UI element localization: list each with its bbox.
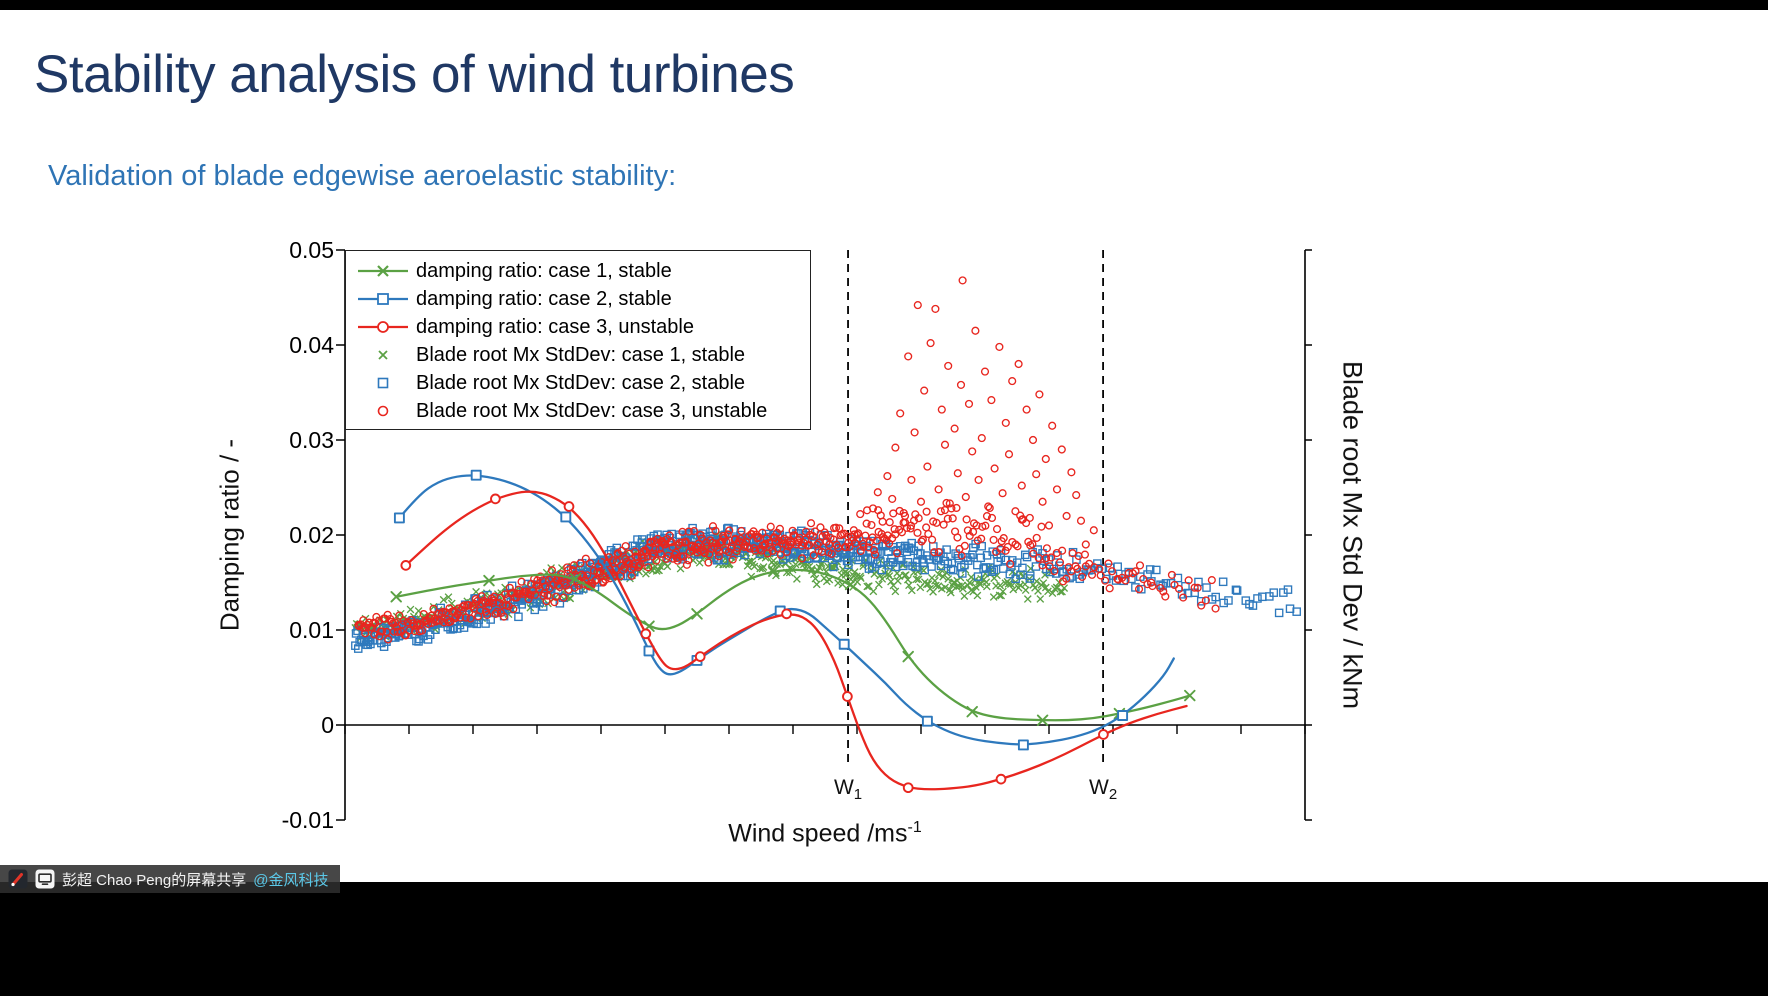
legend-square-glyph (377, 377, 389, 389)
pen-icon[interactable] (8, 869, 28, 889)
vline-label-w2: W2 (1088, 776, 1118, 804)
slide-subtitle: Validation of blade edgewise aeroelastic… (48, 160, 677, 192)
share-org-link[interactable]: @金风科技 (253, 871, 329, 889)
legend-item: Blade root Mx StdDev: case 1, stable (346, 341, 810, 369)
legend-label: Blade root Mx StdDev: case 2, stable (416, 371, 746, 394)
y-tick-label: 0.04 (289, 332, 334, 358)
legend-item: Blade root Mx StdDev: case 3, unstable (346, 397, 810, 425)
legend-line-circle-glyph (358, 321, 408, 333)
x-axis-label-text: Wind speed /ms (728, 819, 908, 848)
x-axis-label-sup: -1 (907, 819, 922, 836)
y-axis-label-right: Blade root Mx Std Dev / kNm (1337, 360, 1368, 710)
legend-item: damping ratio: case 2, stable (346, 285, 810, 313)
share-presenter-label: 彭超 Chao Peng的屏幕共享 (62, 871, 247, 889)
legend-label: damping ratio: case 2, stable (416, 287, 672, 310)
screen-share-overlay: 彭超 Chao Peng的屏幕共享 @金风科技 (0, 865, 341, 893)
legend-label: Blade root Mx StdDev: case 1, stable (416, 343, 746, 366)
x-axis-label: Wind speed /ms-1 (728, 819, 921, 848)
y-tick-label: 0.01 (289, 617, 334, 643)
legend-label: damping ratio: case 1, stable (416, 259, 672, 282)
legend-line-square-glyph (358, 293, 408, 305)
y-tick-label: -0.01 (281, 807, 334, 833)
legend-item: damping ratio: case 3, unstable (346, 313, 810, 341)
legend-line-x-glyph (358, 265, 408, 277)
chart: 0.05 0.04 0.03 0.02 0.01 0 -0.01 Damping… (200, 225, 1380, 885)
y-tick-label: 0 (321, 712, 334, 738)
legend-item: damping ratio: case 1, stable (346, 257, 810, 285)
y-axis-label-left: Damping ratio / - (214, 438, 245, 632)
legend-item: Blade root Mx StdDev: case 2, stable (346, 369, 810, 397)
presentation-slide: Stability analysis of wind turbines Vali… (0, 10, 1768, 893)
vline-label-w1: W1 (833, 776, 863, 804)
page-title: Stability analysis of wind turbines (34, 45, 795, 104)
legend-circle-glyph (377, 405, 389, 417)
y-tick-label: 0.02 (289, 522, 334, 548)
chart-legend: damping ratio: case 1, stable damping ra… (345, 250, 811, 430)
y-tick-label: 0.03 (289, 427, 334, 453)
legend-x-glyph (378, 350, 388, 360)
y-tick-label: 0.05 (289, 237, 334, 263)
legend-label: Blade root Mx StdDev: case 3, unstable (416, 399, 768, 422)
legend-label: damping ratio: case 3, unstable (416, 315, 694, 338)
screen-share-icon[interactable] (35, 869, 55, 889)
